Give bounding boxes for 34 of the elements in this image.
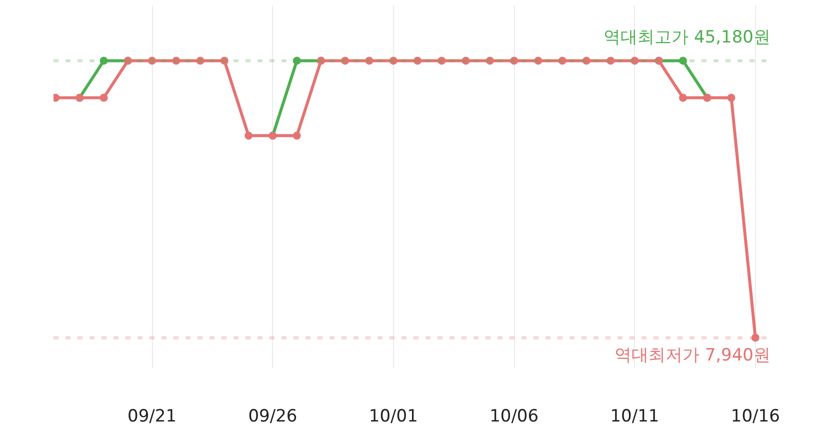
point xyxy=(172,56,180,65)
ref-line-label: 역대최고가 45,180원 xyxy=(604,28,771,48)
point xyxy=(389,56,398,65)
x-tick-label: 10/01 xyxy=(368,406,418,426)
point xyxy=(606,56,615,65)
x-tick-label: 10/11 xyxy=(610,406,660,426)
point xyxy=(292,56,301,65)
point xyxy=(462,56,470,65)
point xyxy=(486,56,494,65)
point xyxy=(341,56,350,65)
point xyxy=(100,94,108,102)
point xyxy=(558,56,566,65)
point xyxy=(220,56,228,65)
point xyxy=(630,56,639,65)
ref-line-label: 역대최저가 7,940원 xyxy=(614,346,771,366)
point xyxy=(196,56,204,65)
point xyxy=(244,132,253,140)
point xyxy=(438,56,446,65)
point xyxy=(100,56,108,65)
point xyxy=(751,334,760,342)
point xyxy=(414,56,422,65)
point xyxy=(534,56,542,65)
point xyxy=(582,56,590,65)
x-tick-label: 09/26 xyxy=(248,406,298,426)
point xyxy=(148,56,156,65)
point xyxy=(727,94,736,102)
point xyxy=(678,94,687,102)
x-tick-label: 09/21 xyxy=(128,406,177,426)
point xyxy=(678,56,687,65)
point xyxy=(365,56,374,65)
point xyxy=(510,56,518,65)
point xyxy=(292,132,301,140)
x-tick-label: 10/16 xyxy=(730,406,780,426)
x-tick-label: 10/06 xyxy=(490,406,539,426)
